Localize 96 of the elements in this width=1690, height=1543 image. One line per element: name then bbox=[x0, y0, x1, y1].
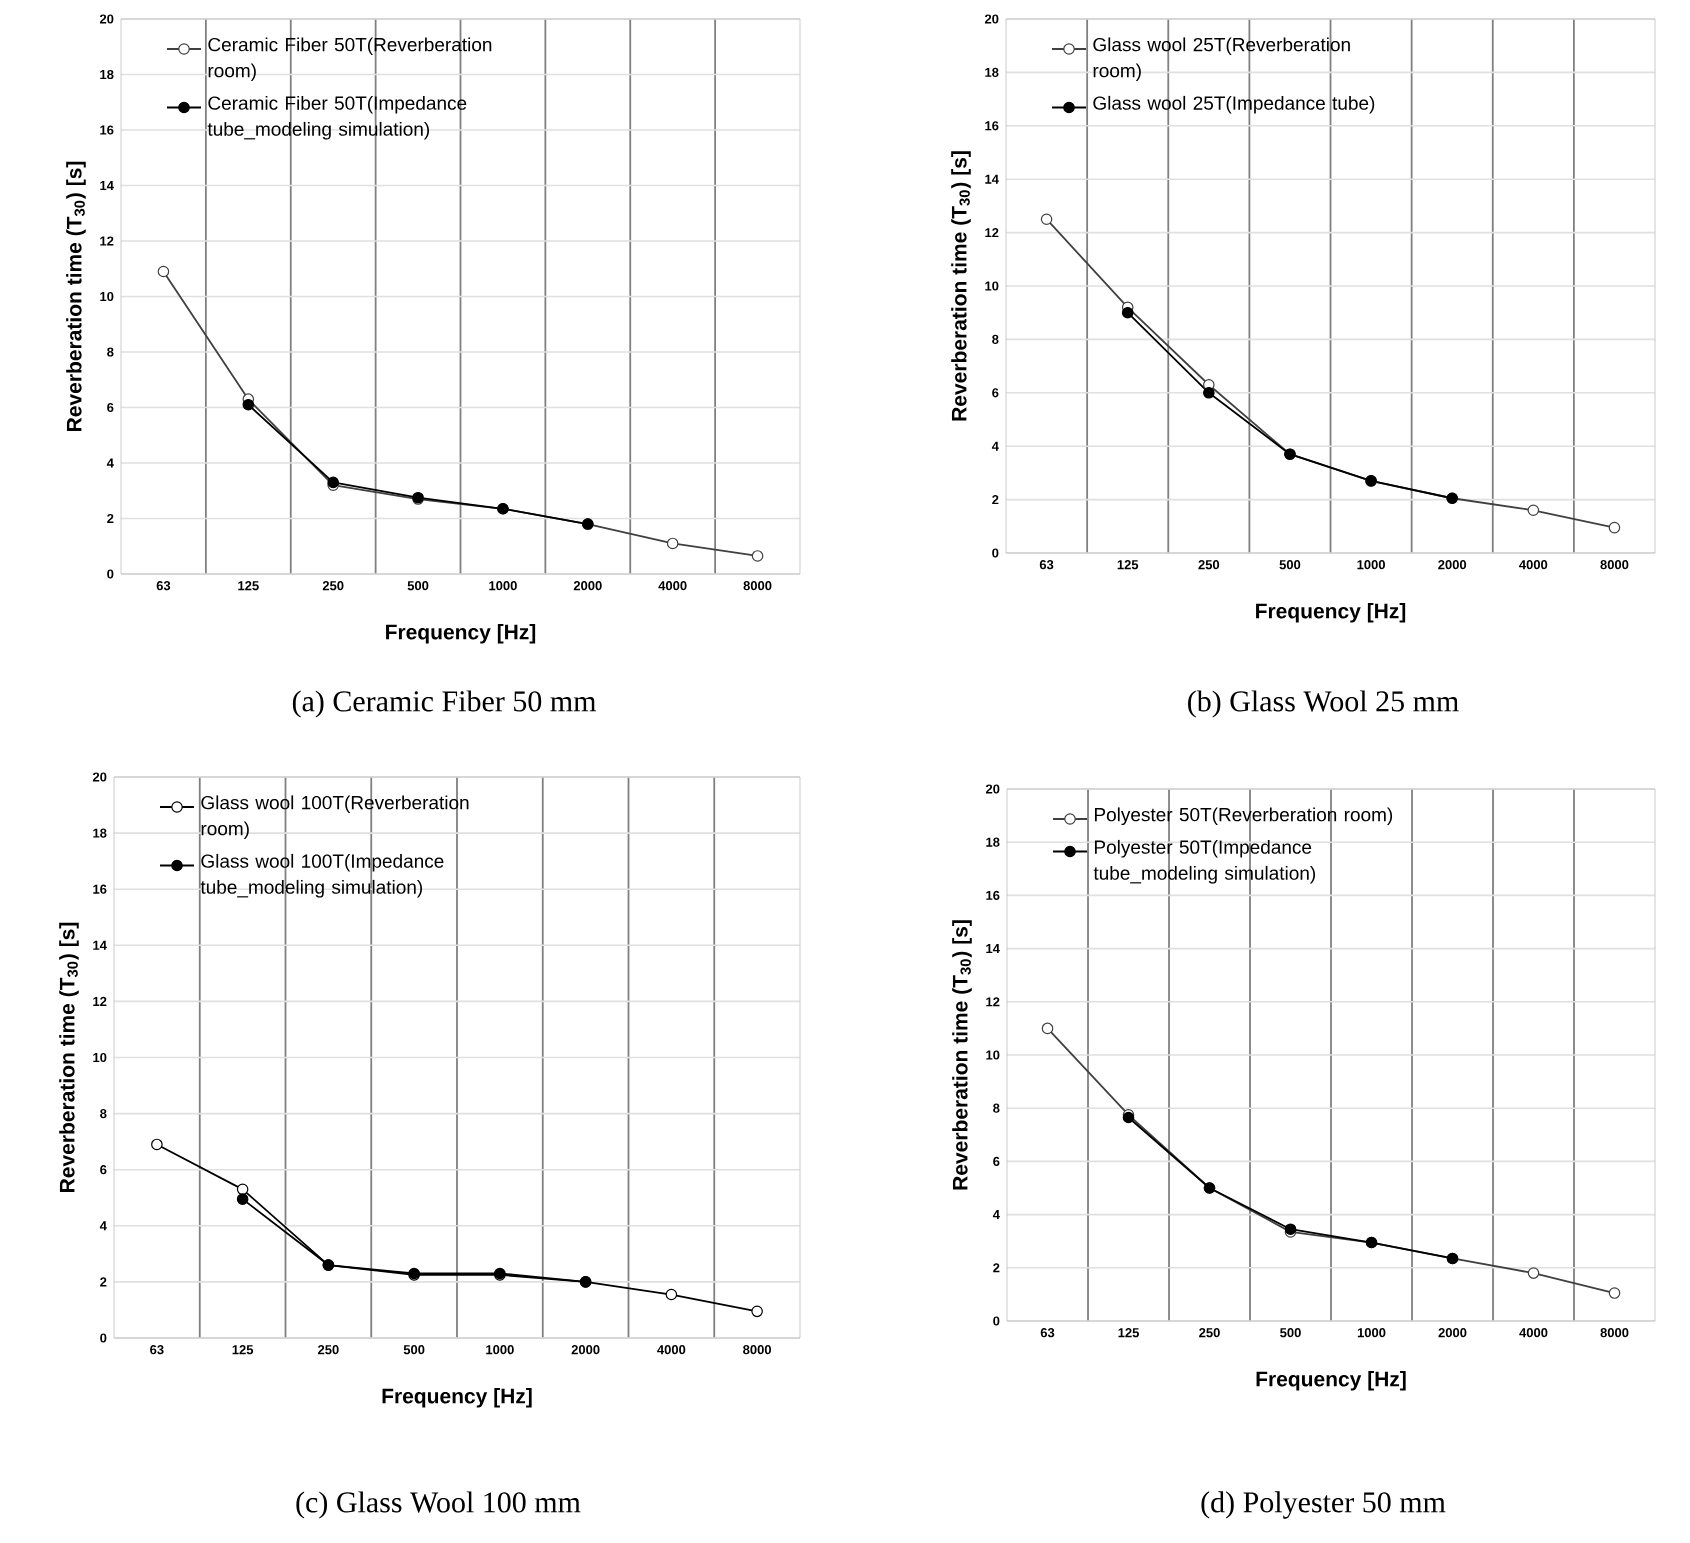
text: (d) Polyester 50 mm bbox=[1201, 1491, 1446, 1519]
x-axis-title: Frequency [Hz] bbox=[1256, 1371, 1406, 1391]
y-tick-label: 16 bbox=[986, 890, 1000, 900]
x-tick-label: 500 bbox=[1280, 1328, 1301, 1338]
x-tick-label: 63 bbox=[156, 581, 171, 591]
x-tick-label: 4000 bbox=[657, 1345, 686, 1355]
x-tick-label: 63 bbox=[150, 1345, 164, 1355]
y-tick-label: 8 bbox=[107, 347, 114, 357]
y-tick-label: 8 bbox=[992, 334, 999, 344]
legend-label: Ceramic Fiber 50T(Reverberation room) bbox=[208, 37, 492, 82]
x-tick-label: 63 bbox=[1039, 560, 1054, 570]
x-tick-label: 250 bbox=[1199, 1328, 1220, 1338]
y-tick-label: 12 bbox=[100, 236, 114, 246]
y-tick-label: 2 bbox=[107, 513, 114, 524]
y-tick-label: 6 bbox=[993, 1156, 1000, 1166]
y-tick-label: 10 bbox=[985, 281, 999, 291]
legend-label: Glass wool 25T(Reverberation room) bbox=[1093, 37, 1350, 82]
text: (a) Ceramic Fiber 50 mm bbox=[292, 690, 597, 718]
y-tick-label: 20 bbox=[99, 14, 114, 24]
x-tick-label: 1000 bbox=[489, 581, 517, 591]
x-axis-title: Frequency [Hz] bbox=[386, 624, 536, 644]
x-tick-label: 4000 bbox=[1519, 560, 1548, 570]
y-tick-label: 20 bbox=[92, 772, 107, 782]
x-tick-label: 125 bbox=[238, 581, 259, 591]
x-tick-label: 1000 bbox=[1357, 1328, 1386, 1338]
x-tick-label: 250 bbox=[1198, 560, 1220, 570]
y-tick-label: 12 bbox=[986, 997, 1000, 1007]
y-axis-title: Reverberation time (T$_{30}$) [s] bbox=[952, 920, 972, 1190]
x-tick-label: 125 bbox=[1117, 560, 1139, 570]
x-tick-label: 2000 bbox=[1438, 1328, 1467, 1338]
y-tick-label: 14 bbox=[93, 940, 107, 950]
legend-label: Polyester 50T(Reverberation room) bbox=[1094, 807, 1393, 826]
y-axis-title: Reverberation time (T$_{30}$) [s] bbox=[59, 922, 79, 1192]
y-tick-label: 8 bbox=[100, 1109, 107, 1119]
x-tick-label: 8000 bbox=[743, 1345, 772, 1355]
y-tick-label: 14 bbox=[100, 181, 114, 190]
y-axis-title: Reverberation time (T$_{30}$) [s] bbox=[66, 161, 86, 431]
y-tick-label: 16 bbox=[93, 884, 107, 894]
x-tick-label: 2000 bbox=[571, 1345, 600, 1355]
y-tick-label: 8 bbox=[993, 1103, 1000, 1113]
x-tick-label: 125 bbox=[1118, 1328, 1139, 1338]
y-axis-title: Reverberation time (T$_{30}$) [s] bbox=[951, 151, 971, 421]
y-tick-label: 14 bbox=[985, 174, 999, 184]
text: (b) Glass Wool 25 mm bbox=[1188, 690, 1459, 718]
y-tick-label: 2 bbox=[992, 495, 999, 505]
x-tick-label: 250 bbox=[317, 1345, 339, 1355]
y-tick-label: 4 bbox=[992, 1210, 1000, 1220]
x-tick-label: 2000 bbox=[1438, 560, 1467, 570]
y-tick-label: 4 bbox=[99, 1221, 107, 1231]
x-tick-label: 500 bbox=[407, 581, 429, 591]
y-tick-label: 14 bbox=[986, 944, 1000, 954]
y-tick-label: 4 bbox=[991, 441, 999, 451]
x-tick-label: 8000 bbox=[1600, 1328, 1629, 1338]
x-tick-label: 63 bbox=[1040, 1328, 1055, 1338]
x-tick-label: 500 bbox=[403, 1345, 425, 1355]
y-tick-label: 2 bbox=[100, 1277, 107, 1287]
y-tick-label: 6 bbox=[100, 1165, 107, 1175]
legend-label: Glass wool 100T(Impedance tube_modeling simulation) bbox=[200, 853, 444, 898]
y-tick-label: 2 bbox=[993, 1263, 1000, 1273]
y-tick-label: 10 bbox=[986, 1050, 1000, 1060]
y-tick-label: 12 bbox=[985, 228, 999, 238]
legend-label: Glass wool 25T(Impedance tube) bbox=[1093, 95, 1375, 114]
x-axis-title: Frequency [Hz] bbox=[1256, 603, 1406, 623]
y-tick-label: 18 bbox=[986, 837, 1000, 847]
y-tick-label: 18 bbox=[93, 828, 107, 838]
y-tick-label: 16 bbox=[985, 121, 999, 131]
y-tick-label: 10 bbox=[93, 1052, 107, 1063]
x-tick-label: 125 bbox=[232, 1345, 254, 1355]
y-tick-label: 12 bbox=[93, 996, 107, 1006]
y-tick-label: 6 bbox=[107, 402, 114, 413]
x-tick-label: 250 bbox=[322, 581, 344, 591]
y-tick-label: 20 bbox=[985, 784, 1000, 794]
y-tick-label: 0 bbox=[100, 1333, 107, 1343]
x-tick-label: 500 bbox=[1279, 560, 1301, 570]
text: (c) Glass Wool 100 mm bbox=[296, 1491, 581, 1519]
x-tick-label: 1000 bbox=[486, 1345, 514, 1355]
y-tick-label: 18 bbox=[100, 69, 114, 80]
x-tick-label: 8000 bbox=[743, 581, 772, 591]
legend-label: Polyester 50T(Impedance tube_modeling simulation) bbox=[1093, 839, 1316, 884]
x-tick-label: 2000 bbox=[573, 581, 602, 591]
y-tick-label: 20 bbox=[984, 14, 999, 24]
y-tick-label: 18 bbox=[985, 67, 999, 77]
y-tick-label: 0 bbox=[993, 1316, 1000, 1326]
y-tick-label: 6 bbox=[992, 388, 999, 398]
x-tick-label: 8000 bbox=[1600, 560, 1629, 570]
x-axis-title: Frequency [Hz] bbox=[382, 1388, 532, 1408]
y-tick-label: 16 bbox=[100, 125, 114, 135]
legend-label: Ceramic Fiber 50T(Impedance tube_modeling simulation) bbox=[207, 95, 467, 140]
y-tick-label: 10 bbox=[100, 291, 114, 302]
legend-label: Glass wool 100T(Reverberation room) bbox=[201, 795, 469, 840]
x-tick-label: 4000 bbox=[658, 581, 687, 591]
x-tick-label: 4000 bbox=[1519, 1328, 1548, 1338]
y-tick-label: 0 bbox=[107, 569, 114, 579]
y-tick-label: 0 bbox=[992, 548, 999, 558]
y-tick-label: 4 bbox=[106, 458, 114, 468]
x-tick-label: 1000 bbox=[1357, 560, 1385, 570]
